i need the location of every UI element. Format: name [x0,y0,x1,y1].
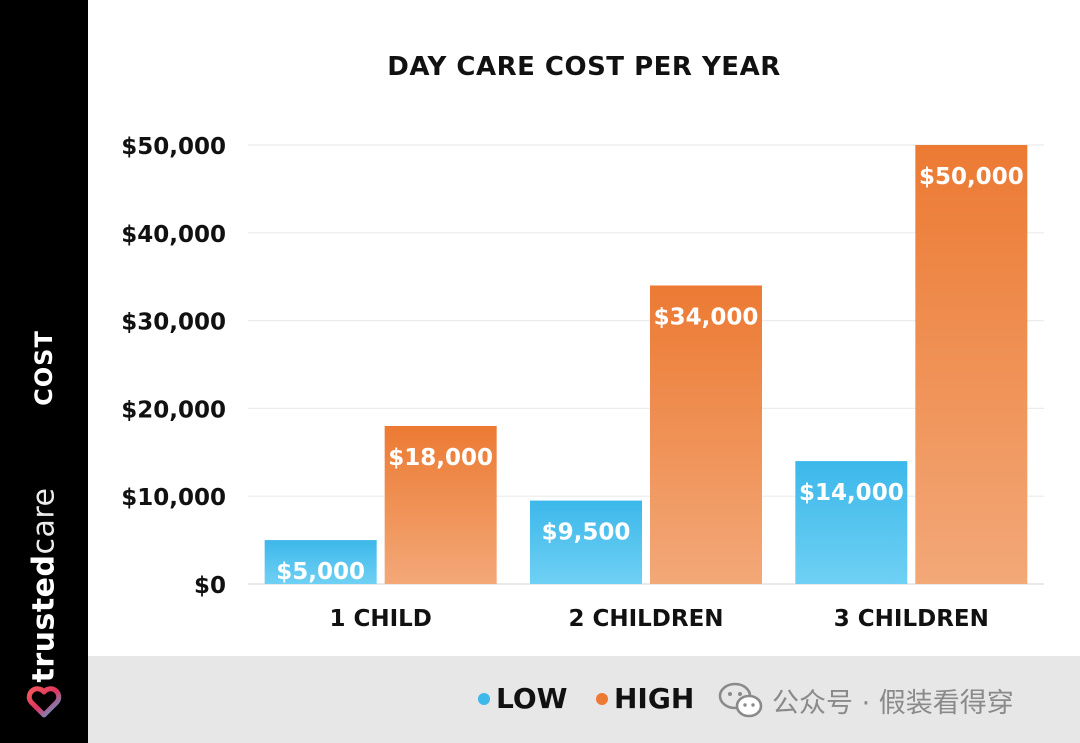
y-tick-label: $0 [194,573,226,599]
y-tick-label: $30,000 [121,310,226,336]
x-tick-label: 3 CHILDREN [834,606,989,632]
bar-value-label: $5,000 [276,559,365,585]
bar-high [384,425,497,584]
x-tick-label: 2 CHILDREN [568,606,723,632]
bar-low [795,461,908,584]
legend-bar [88,656,1080,743]
y-tick-label: $20,000 [121,397,226,423]
legend-item-low: LOW [478,682,568,715]
chart-title: DAY CARE COST PER YEAR [387,52,781,82]
legend-dot-low [478,692,490,705]
legend-label-high: HIGH [614,682,695,715]
bar-high [650,285,762,584]
sidebar: COST trustedcare [0,0,88,743]
legend-item-high: HIGH [596,682,694,715]
bar-value-label: $9,500 [542,520,631,546]
bar-value-label: $50,000 [919,164,1024,190]
bar-value-label: $14,000 [799,480,904,506]
y-tick-label: $40,000 [121,222,226,248]
legend-dot-high [596,692,608,705]
y-tick-label: $10,000 [121,485,226,511]
heart-logo-icon [26,686,62,718]
watermark-text: 公众号 · 假装看得穿 [772,687,1014,719]
bar-low [264,540,377,584]
bar-high [915,145,1028,584]
y-tick-label: $50,000 [121,134,226,160]
wechat-icon [718,682,763,718]
watermark: 公众号 · 假装看得穿 [718,678,1014,722]
legend-label-low: LOW [496,682,568,715]
bar-value-label: $34,000 [654,304,759,330]
x-tick-label: 1 CHILD [329,606,431,632]
bar-value-label: $18,000 [388,445,493,471]
bar-low [530,500,642,584]
